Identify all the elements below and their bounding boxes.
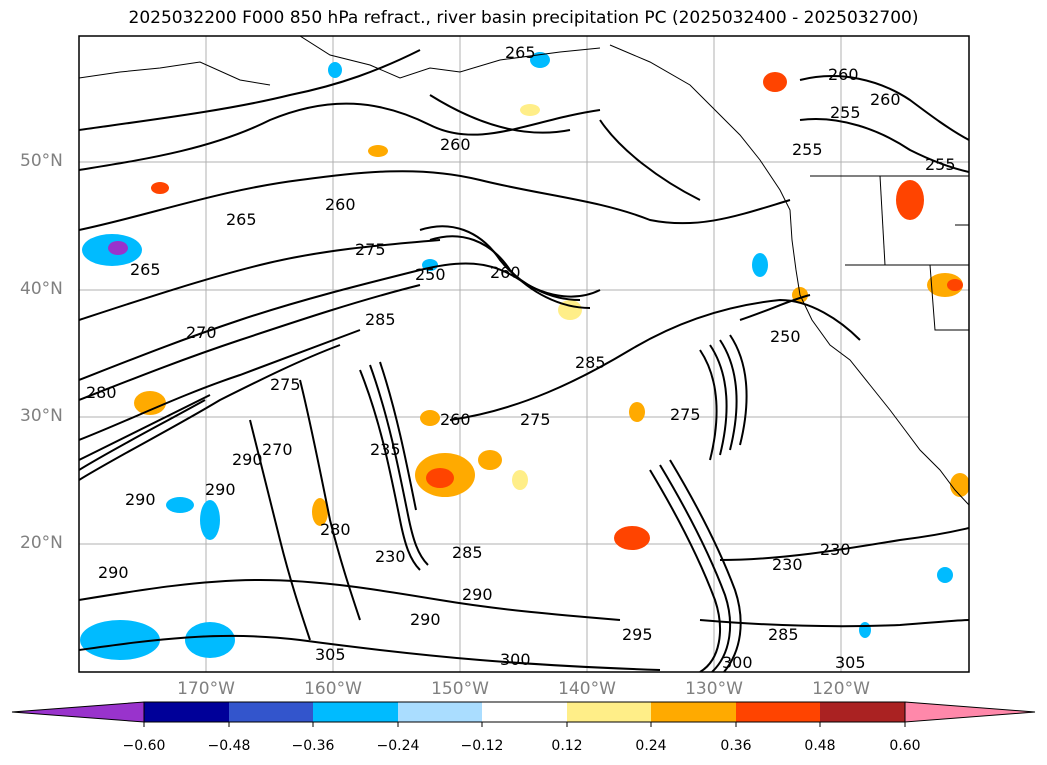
contour-label: 250 [415,265,446,284]
colorbar-tick-label: −0.60 [122,738,166,754]
colorbar-segment [144,702,229,722]
contour-label: 285 [575,353,606,372]
colorbar-segment [567,702,651,722]
contour-label: 290 [462,585,493,604]
colorbar-tick-label: 0.24 [635,738,667,754]
graticule [79,36,969,672]
contour-label: 265 [505,43,536,62]
colorbar-tick-label: −0.48 [207,738,251,754]
contour-label: 265 [130,260,161,279]
contour-label: 290 [232,450,263,469]
contour-label: 260 [870,90,901,109]
colorbar-tick-label: 0.36 [720,738,752,754]
contour-label: 285 [768,625,799,644]
colorbar-segment [651,702,736,722]
contour-label: 275 [270,375,301,394]
colorbar-segment [482,702,567,722]
contour-label: 270 [186,323,217,342]
contour-label: 260 [828,65,859,84]
colorbar-tick-label: −0.24 [376,738,420,754]
contour-label: 250 [770,327,801,346]
colorbar-tick-label: −0.36 [291,738,335,754]
colorbar [11,701,1036,727]
coastlines [79,36,969,506]
longitude-label: 130°W [685,679,743,699]
contour-label: 280 [320,520,351,539]
contour-label: 305 [315,645,346,664]
contour-label: 230 [772,555,803,574]
contour-label-group: 260 255 260 255 260 255 265 260 265 265 … [86,43,956,672]
contour-label: 290 [98,563,129,582]
contour-label: 230 [820,540,851,559]
latitude-label: 30°N [20,406,63,426]
contour-label: 295 [622,625,653,644]
contour-label: 285 [452,543,483,562]
contour-label: 255 [792,140,823,159]
contour-label: 260 [440,410,471,429]
contour-label: 230 [375,547,406,566]
latitude-label: 20°N [20,533,63,553]
contour-label: 235 [370,440,401,459]
contour-label: 275 [520,410,551,429]
colorbar-tick-label: 0.60 [889,738,921,754]
contour-label: 305 [835,653,866,672]
contour-label: 255 [925,155,956,174]
longitude-label: 120°W [812,679,870,699]
contour-label: 300 [722,653,753,672]
contour-label: 275 [670,405,701,424]
colorbar-segment [904,701,1036,723]
colorbar-tick-label: 0.12 [551,738,583,754]
refractivity-contours [79,49,969,672]
colorbar-frame [143,701,906,723]
longitude-label: 170°W [177,679,235,699]
contour-label: 260 [440,135,471,154]
colorbar-segment [11,701,145,723]
contour-label: 290 [125,490,156,509]
latitude-label: 40°N [20,279,63,299]
longitude-label: 160°W [304,679,362,699]
colorbar-segment [398,702,482,722]
contour-label: 285 [365,310,396,329]
colorbar-ticks [143,722,906,727]
contour-label: 290 [410,610,441,629]
contour-label: 270 [262,440,293,459]
map-title: 2025032200 F000 850 hPa refract., river … [128,8,919,28]
colorbar-segment [736,702,820,722]
longitude-label: 150°W [431,679,489,699]
contour-label: 260 [325,195,356,214]
colorbar-tick-label: 0.48 [804,738,836,754]
colorbar-segment [820,702,905,722]
colorbar-tick-label: −0.12 [460,738,504,754]
contour-label: 300 [500,650,531,669]
plot-area [79,36,969,672]
contour-label: 290 [205,480,236,499]
precipitation-shading [80,52,969,660]
contour-label: 275 [355,240,386,259]
colorbar-segment [229,702,313,722]
contour-label: 255 [830,103,861,122]
contour-label: 280 [86,383,117,402]
plot-frame [78,35,970,673]
latitude-label: 50°N [20,151,63,171]
contour-label: 260 [490,263,521,282]
colorbar-segment [313,702,398,722]
contour-label: 265 [226,210,257,229]
longitude-label: 140°W [558,679,616,699]
